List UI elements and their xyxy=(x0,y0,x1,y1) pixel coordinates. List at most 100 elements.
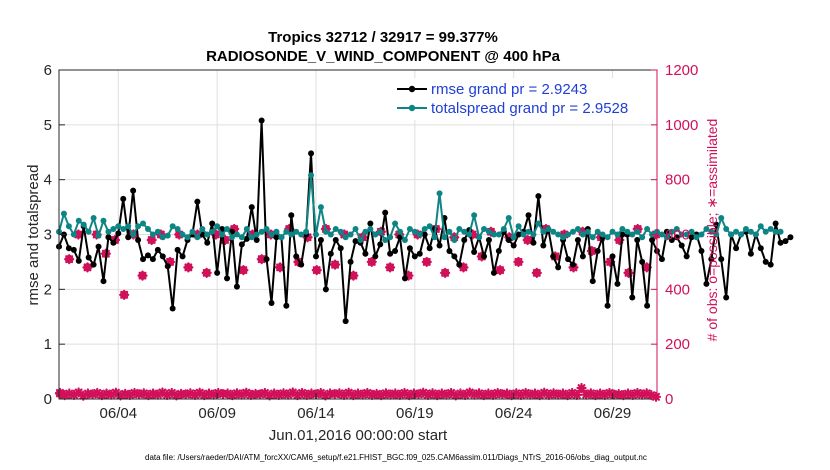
rmse-point xyxy=(65,245,72,252)
x-tick-label: 06/24 xyxy=(495,405,533,422)
obs-assimilated-marker xyxy=(413,389,424,400)
obs-assimilated-marker xyxy=(231,388,243,399)
rmse-point xyxy=(451,253,458,260)
obs-assimilated-marker xyxy=(137,270,148,281)
legend-box xyxy=(388,78,650,120)
obs-assimilated-marker xyxy=(362,387,373,399)
y-right-tick-label: 1200 xyxy=(665,62,698,79)
obs-assimilated-marker xyxy=(581,389,592,400)
obs-assimilated-marker xyxy=(278,388,289,399)
totalspread-point xyxy=(337,228,344,235)
obs-assimilated-marker xyxy=(73,387,84,398)
rmse-point xyxy=(515,231,522,238)
totalspread-point xyxy=(629,231,636,238)
totalspread-point xyxy=(421,226,428,233)
rmse-point xyxy=(214,269,221,276)
totalspread-point xyxy=(392,220,399,227)
obs-assimilated-marker xyxy=(78,390,89,401)
chart-subtitle: RADIOSONDE_V_WIND_COMPONENT @ 400 hPa xyxy=(206,48,561,65)
totalspread-point xyxy=(446,228,453,235)
obs-assimilated-marker xyxy=(495,265,506,276)
rmse-point xyxy=(224,275,231,282)
rmse-point xyxy=(327,250,334,257)
rmse-point xyxy=(120,195,127,202)
obs-assimilated-marker xyxy=(376,390,387,401)
obs-assimilated-marker xyxy=(129,387,140,399)
totalspread-point xyxy=(154,228,161,235)
totalspread-point xyxy=(520,231,527,238)
y-right-tick-label: 200 xyxy=(665,336,690,353)
totalspread-point xyxy=(100,217,107,224)
totalspread-point xyxy=(738,231,745,238)
totalspread-point xyxy=(481,226,488,233)
totalspread-point xyxy=(248,234,255,241)
obs-assimilated-marker xyxy=(238,265,249,276)
series-layer xyxy=(54,117,794,402)
obs-assimilated-marker xyxy=(273,389,284,400)
rmse-point xyxy=(421,231,428,238)
totalspread-point xyxy=(569,228,576,235)
totalspread-point xyxy=(308,172,315,179)
totalspread-point xyxy=(85,228,92,235)
totalspread-point xyxy=(614,231,621,238)
totalspread-point xyxy=(604,234,611,241)
totalspread-point xyxy=(228,234,235,241)
obs-assimilated-marker xyxy=(283,389,294,400)
footer-data-file: data file: /Users/raeder/DAI/ATM_forcXX/… xyxy=(145,453,647,462)
obs-assimilated-marker xyxy=(227,390,238,401)
totalspread-point xyxy=(574,226,581,233)
totalspread-point xyxy=(179,231,186,238)
rmse-point xyxy=(248,204,255,211)
legend-rmse-label: rmse grand pr = 2.9243 xyxy=(431,81,587,98)
obs-assimilated-marker xyxy=(348,270,359,281)
totalspread-point xyxy=(406,226,413,233)
rmse-point xyxy=(555,264,562,271)
x-axis-label: Jun.01,2016 00:00:00 start xyxy=(269,427,448,444)
totalspread-point xyxy=(515,223,522,230)
obs-assimilated-marker xyxy=(311,265,322,276)
rmse-point xyxy=(485,236,492,243)
obs-assimilated-marker xyxy=(522,234,533,246)
rmse-point xyxy=(174,246,181,253)
rmse-point xyxy=(456,261,463,268)
obs-assimilated-marker xyxy=(352,388,364,399)
obs-assimilated-marker xyxy=(458,262,469,273)
obs-assimilated-marker xyxy=(571,389,582,400)
rmse-point xyxy=(110,239,117,246)
obs-assimilated-marker xyxy=(557,388,568,399)
totalspread-point xyxy=(214,223,221,230)
rmse-point xyxy=(209,220,216,227)
totalspread-point xyxy=(565,231,572,238)
totalspread-point xyxy=(159,234,166,241)
totalspread-point xyxy=(416,231,423,238)
totalspread-point xyxy=(283,228,290,235)
obs-assimilated-marker xyxy=(469,389,480,400)
totalspread-point xyxy=(688,228,695,235)
y-tick-label: 2 xyxy=(44,281,52,298)
obs-assimilated-marker xyxy=(255,389,266,400)
obs-assimilated-marker xyxy=(525,389,536,400)
rmse-point xyxy=(446,247,453,254)
obs-assimilated-marker xyxy=(87,389,98,400)
rmse-point xyxy=(644,302,651,309)
rmse-point xyxy=(159,253,166,260)
rmse-point xyxy=(317,236,324,243)
totalspread-point xyxy=(599,231,606,238)
obs-assimilated-marker xyxy=(164,256,176,268)
obs-assimilated-marker xyxy=(553,389,564,400)
obs-assimilated-marker xyxy=(229,223,240,235)
obs-assimilated-marker xyxy=(467,229,478,240)
rmse-point xyxy=(392,247,399,254)
obs-assimilated-marker xyxy=(613,388,624,400)
totalspread-point xyxy=(387,234,394,241)
y-tick-label: 6 xyxy=(44,62,52,79)
obs-assimilated-marker xyxy=(404,390,415,401)
totalspread-point xyxy=(505,215,512,222)
totalspread-point xyxy=(742,226,749,233)
obs-assimilated-marker xyxy=(418,387,429,398)
totalspread-point xyxy=(668,228,675,235)
rmse-point xyxy=(757,245,764,252)
obs-assimilated-marker xyxy=(650,391,662,402)
obs-assimilated-marker xyxy=(301,389,312,400)
y-tick-label: 5 xyxy=(44,117,52,134)
